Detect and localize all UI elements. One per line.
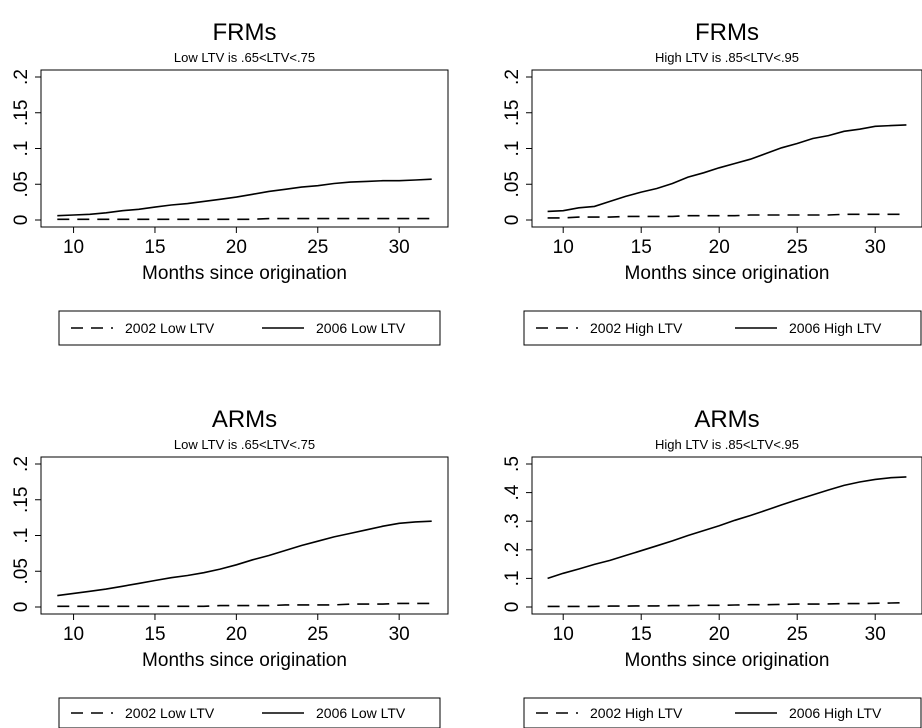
y-tick-label: .05 xyxy=(11,558,32,584)
x-tick-label: 10 xyxy=(63,237,84,258)
legend-label: 2002 Low LTV xyxy=(125,705,215,721)
legend-label: 2002 Low LTV xyxy=(125,320,215,336)
legend-label: 2006 Low LTV xyxy=(316,705,406,721)
chart-title: FRMs xyxy=(213,19,277,46)
y-tick-label: .2 xyxy=(502,69,523,85)
y-tick-label: .15 xyxy=(11,487,32,513)
legend-label: 2006 High LTV xyxy=(789,320,882,336)
panel-1: FRMs Low LTV is .65<LTV<.75 10 15 20 25 30 0 .05… xyxy=(11,19,449,346)
series-group xyxy=(547,124,907,219)
chart-title: ARMs xyxy=(694,406,759,433)
legend-label: 2002 High LTV xyxy=(590,705,683,721)
legend: 2002 Low LTV 2006 Low LTV xyxy=(58,697,441,728)
chart-subtitle: Low LTV is .65<LTV<.75 xyxy=(174,437,315,452)
series-line-2002 xyxy=(547,601,907,608)
y-tick-label: .05 xyxy=(502,171,523,197)
legend-box xyxy=(58,697,441,728)
chart-subtitle: High LTV is .85<LTV<.95 xyxy=(655,437,799,452)
plot-area xyxy=(531,456,922,615)
legend: 2002 High LTV 2006 High LTV xyxy=(523,697,922,728)
series-line-2006 xyxy=(547,124,907,213)
y-tick-label: .2 xyxy=(11,456,32,472)
x-tick-label: 10 xyxy=(553,624,574,645)
x-axis-label: Months since origination xyxy=(142,263,347,284)
y-tick-label: .4 xyxy=(502,484,523,500)
chart-title: FRMs xyxy=(695,19,759,46)
y-tick-label: 0 xyxy=(11,602,32,613)
x-tick-label: 10 xyxy=(553,237,574,258)
y-tick-label: .15 xyxy=(11,100,32,126)
x-axis-label: Months since origination xyxy=(142,650,347,671)
legend: 2002 High LTV 2006 High LTV xyxy=(523,310,922,346)
legend: 2002 Low LTV 2006 Low LTV xyxy=(58,310,441,346)
series-group xyxy=(57,520,432,608)
legend-label: 2006 High LTV xyxy=(789,705,882,721)
y-tick-label: .1 xyxy=(502,570,523,586)
x-tick-label: 15 xyxy=(631,624,652,645)
y-tick-label: .1 xyxy=(11,141,32,157)
y-tick-label: .2 xyxy=(11,69,32,85)
y-tick-label: 0 xyxy=(502,602,523,613)
x-tick-label: 20 xyxy=(226,624,247,645)
panel-4: ARMs High LTV is .85<LTV<.95 10 15 20 25 30 0 .1… xyxy=(502,406,922,728)
series-line-2002 xyxy=(57,602,432,608)
y-tick-label: 0 xyxy=(502,215,523,226)
series-line-2002 xyxy=(547,213,907,219)
x-tick-label: 30 xyxy=(865,237,886,258)
x-tick-label: 30 xyxy=(865,624,886,645)
x-axis-label: Months since origination xyxy=(625,263,830,284)
y-tick-label: .5 xyxy=(502,456,523,472)
y-tick-label: 0 xyxy=(11,215,32,226)
series-group xyxy=(547,476,907,608)
y-tick-label: .1 xyxy=(502,141,523,157)
panel-2: FRMs High LTV is .85<LTV<.95 10 15 20 25 30 0 .0… xyxy=(502,19,922,346)
x-tick-label: 20 xyxy=(709,237,730,258)
y-tick-label: .3 xyxy=(502,513,523,529)
y-tick-label: .2 xyxy=(502,542,523,558)
x-axis-label: Months since origination xyxy=(625,650,830,671)
legend-box xyxy=(523,310,922,346)
x-tick-label: 25 xyxy=(307,237,328,258)
series-line-2006 xyxy=(57,520,432,597)
x-tick-label: 25 xyxy=(787,237,808,258)
panel-3: ARMs Low LTV is .65<LTV<.75 10 15 20 25 30 0 .05… xyxy=(11,406,449,728)
chart-subtitle: High LTV is .85<LTV<.95 xyxy=(655,50,799,65)
x-tick-label: 25 xyxy=(307,624,328,645)
x-tick-label: 10 xyxy=(63,624,84,645)
plot-area xyxy=(40,69,449,228)
series-group xyxy=(57,178,432,221)
y-tick-label: .15 xyxy=(502,100,523,126)
x-tick-label: 15 xyxy=(631,237,652,258)
x-tick-label: 20 xyxy=(709,624,730,645)
x-tick-label: 30 xyxy=(389,237,410,258)
legend-label: 2002 High LTV xyxy=(590,320,683,336)
y-tick-label: .05 xyxy=(11,171,32,197)
x-tick-label: 15 xyxy=(144,624,165,645)
legend-box xyxy=(523,697,922,728)
chart-subtitle: Low LTV is .65<LTV<.75 xyxy=(174,50,315,65)
chart-title: ARMs xyxy=(212,406,277,433)
series-line-2002 xyxy=(57,217,432,221)
legend-label: 2006 Low LTV xyxy=(316,320,406,336)
plot-area xyxy=(531,69,922,228)
x-tick-label: 15 xyxy=(144,237,165,258)
x-tick-label: 25 xyxy=(787,624,808,645)
legend-box xyxy=(58,310,441,346)
y-tick-label: .1 xyxy=(11,528,32,544)
series-line-2006 xyxy=(547,476,907,580)
x-tick-label: 20 xyxy=(226,237,247,258)
series-line-2006 xyxy=(57,178,432,217)
x-tick-label: 30 xyxy=(389,624,410,645)
